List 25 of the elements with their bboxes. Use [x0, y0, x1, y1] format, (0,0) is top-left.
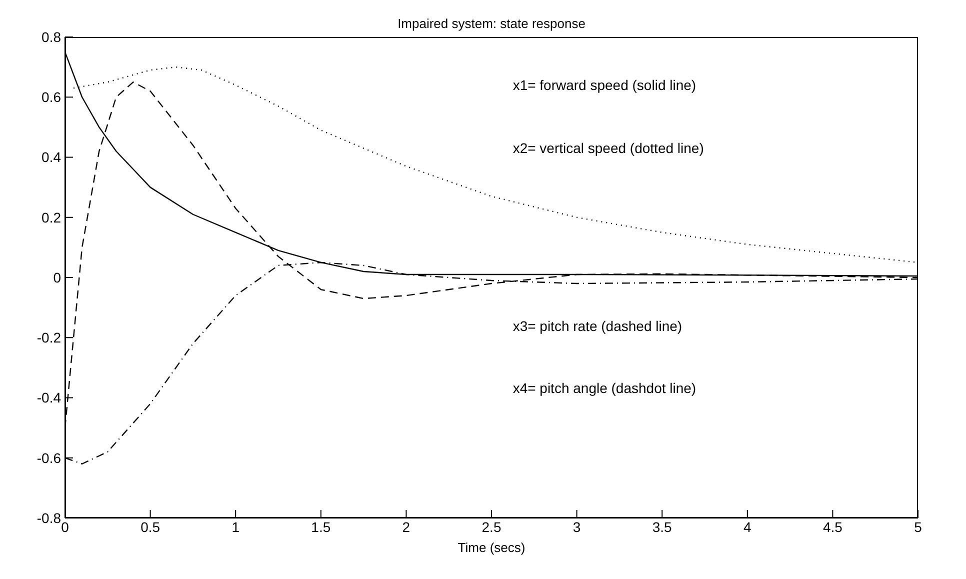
y-tick-label: -0.8	[36, 510, 62, 526]
x-tick-label: 2.5	[482, 518, 502, 535]
x-axis-title: Time (secs)	[456, 540, 526, 555]
y-tick-label: -0.2	[36, 330, 62, 346]
annotation: x2= vertical speed (dotted line)	[512, 140, 704, 156]
x-tick-label: 3	[572, 518, 581, 535]
x-tick-label: 0.5	[140, 518, 160, 535]
y-tick-label: 0	[53, 269, 62, 286]
y-tick-label: -0.4	[36, 390, 62, 406]
x-tick-label: 4.5	[822, 518, 843, 535]
x-tick-label: 1.5	[311, 518, 331, 535]
x-tick-label: 4	[744, 518, 752, 535]
y-tick-label: 0.8	[42, 28, 62, 45]
x-tick-label: 3.5	[652, 518, 672, 535]
x-tick-label: 5	[914, 518, 922, 535]
y-tick-label: 0.4	[42, 149, 62, 166]
y-tick-label: 0.6	[42, 89, 62, 106]
annotation: x1= forward speed (solid line)	[512, 77, 696, 94]
x-tick-label: 1	[232, 518, 240, 535]
y-tick-label: 0.2	[42, 209, 62, 226]
x-tick-label: 2	[402, 518, 410, 535]
chart-title: Impaired system: state response	[396, 16, 586, 31]
annotation: x4= pitch angle (dashdot line)	[512, 380, 696, 396]
y-tick-label: -0.6	[36, 450, 62, 466]
annotation: x3= pitch rate (dashed line)	[512, 318, 682, 334]
